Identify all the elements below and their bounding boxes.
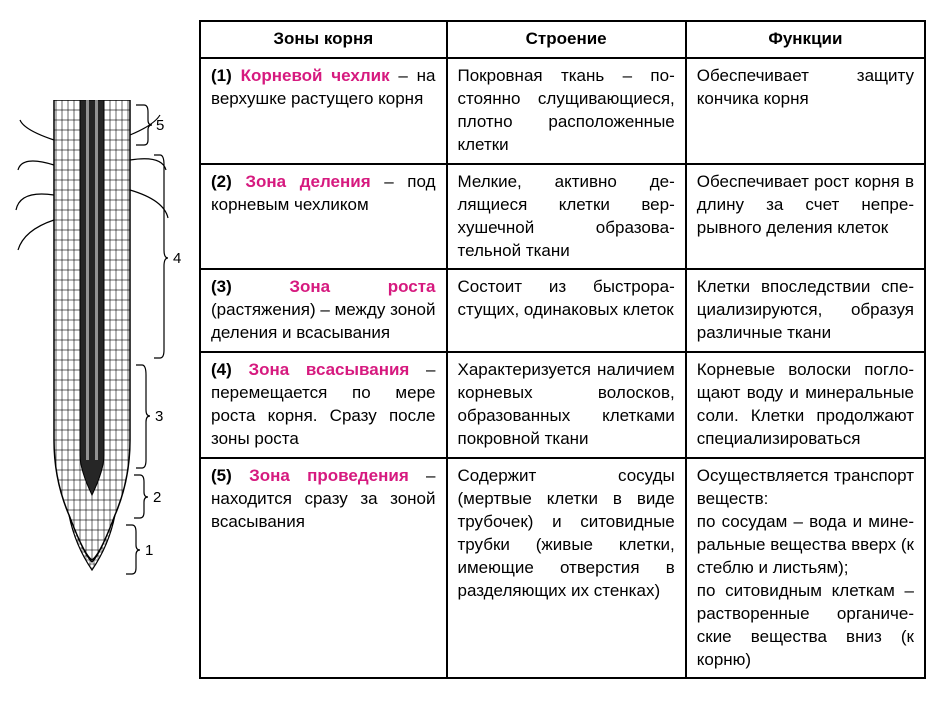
zone-number: (4) [211,360,248,379]
cell-function: Осуществляется транс­порт веществ: по со… [686,458,925,678]
table-row: (1) Корневой чех­лик – на верхушке расту… [200,58,925,164]
root-zones-table: Зоны корня Строение Функции (1) Корневой… [199,20,926,679]
cell-function: Обеспечивает рост корня в длину за счет … [686,164,925,270]
cell-structure: Состоит из быстрора­стущих, одинаковых к… [447,269,686,352]
cell-structure: Покровная ткань – по­стоянно слущиваю­щи… [447,58,686,164]
zone-number: (5) [211,466,249,485]
cell-structure: Характеризуется на­личием корневых во­ло… [447,352,686,458]
table-header-row: Зоны корня Строение Функции [200,21,925,58]
header-structure: Строение [447,21,686,58]
diagram-label-5: 5 [156,117,164,134]
diagram-label-1: 1 [145,542,153,559]
cell-zone: (2) Зона деления – под корневым чех­лико… [200,164,447,270]
zone-name: Корневой чех­лик [241,66,390,85]
zone-name: Зона проведе­ния [249,466,409,485]
header-function: Функции [686,21,925,58]
cell-function: Корневые волоски погло­щают воду и минер… [686,352,925,458]
diagram-label-2: 2 [153,489,161,506]
zone-name: Зона всасыва­ния [248,360,409,379]
cell-zone: (4) Зона всасыва­ния – перемещает­ся по … [200,352,447,458]
root-diagram: 5 4 3 2 1 [14,20,189,580]
table-row: (4) Зона всасыва­ния – перемещает­ся по … [200,352,925,458]
diagram-label-3: 3 [155,408,163,425]
table-row: (5) Зона проведе­ния – находится сразу з… [200,458,925,678]
cell-function: Клетки впоследствии спе­циализируются, о… [686,269,925,352]
cell-function: Обеспечивает защиту кончика корня [686,58,925,164]
zone-number: (2) [211,172,245,191]
table-row: (3) Зона роста (растяжения) – ме­жду зон… [200,269,925,352]
zone-description: (растяжения) – ме­жду зоной деления и вс… [211,300,436,342]
zone-number: (3) [211,277,289,296]
header-zones: Зоны корня [200,21,447,58]
root-diagram-svg: 5 4 3 2 1 [14,100,189,580]
cell-structure: Содержит сосуды (мертвые клетки в ви­де … [447,458,686,678]
diagram-label-4: 4 [173,250,181,267]
cell-structure: Мелкие, активно де­лящиеся клетки вер­ху… [447,164,686,270]
zone-name: Зона деления [245,172,370,191]
zone-number: (1) [211,66,241,85]
cell-zone: (5) Зона проведе­ния – находится сразу з… [200,458,447,678]
cell-zone: (3) Зона роста (растяжения) – ме­жду зон… [200,269,447,352]
zone-name: Зона роста [289,277,435,296]
table-row: (2) Зона деления – под корневым чех­лико… [200,164,925,270]
cell-zone: (1) Корневой чех­лик – на верхушке расту… [200,58,447,164]
